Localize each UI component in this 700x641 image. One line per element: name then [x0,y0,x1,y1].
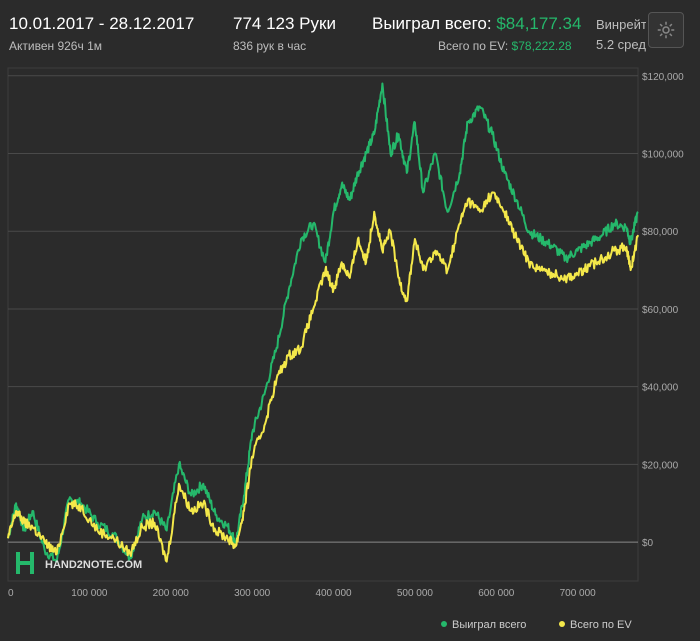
x-tick-label: 0 [8,588,14,599]
legend-label-won: Выиграл всего [452,619,526,631]
x-tick-label: 500 000 [397,588,434,599]
y-tick-label: $120,000 [642,72,684,83]
x-tick-label: 300 000 [234,588,271,599]
logo-bar-cross [16,561,34,565]
y-tick-label: $80,000 [642,227,679,238]
x-tick-label: 200 000 [153,588,190,599]
y-tick-label: $60,000 [642,305,679,316]
series-line-won [7,82,639,563]
ev-value: $78,222.28 [511,39,572,53]
logo-text: HAND2NOTE.COM [45,559,142,571]
legend: Выиграл всего Всего по EV [441,619,632,631]
x-tick-label: 400 000 [315,588,352,599]
y-tick-label: $0 [642,538,654,549]
settings-button[interactable] [648,12,684,48]
won-value: $84,177.34 [496,14,582,33]
legend-marker-ev [559,621,565,627]
series-line-ev [7,191,639,563]
y-tick-label: $40,000 [642,383,679,394]
legend-label-ev: Всего по EV [570,619,632,631]
gear-icon [657,21,675,39]
active-time: Активен 926ч 1м [9,39,102,53]
plot-area [7,67,639,582]
x-tick-label: 600 000 [478,588,515,599]
x-tick-label: 100 000 [71,588,108,599]
ev-label: Всего по EV: [438,39,509,53]
x-tick-label: 700 000 [560,588,597,599]
hands-count: 774 123 Руки [233,14,336,33]
won-label: Выиграл всего: [372,14,492,33]
y-tick-label: $20,000 [642,460,679,471]
stats-header: 10.01.2017 - 28.12.2017 Активен 926ч 1м … [0,0,700,70]
won-total: Выиграл всего: $84,177.34 [372,14,581,34]
winrate-sub: 5.2 сред [596,37,646,52]
logo: HAND2NOTE.COM [16,552,142,574]
legend-marker-won [441,621,447,627]
date-range: 10.01.2017 - 28.12.2017 [9,14,195,33]
y-tick-label: $100,000 [642,150,684,161]
hands-per-hour: 836 рук в час [233,39,307,53]
winrate-label: Винрейт [596,17,646,32]
ev-total: Всего по EV: $78,222.28 [438,39,572,53]
